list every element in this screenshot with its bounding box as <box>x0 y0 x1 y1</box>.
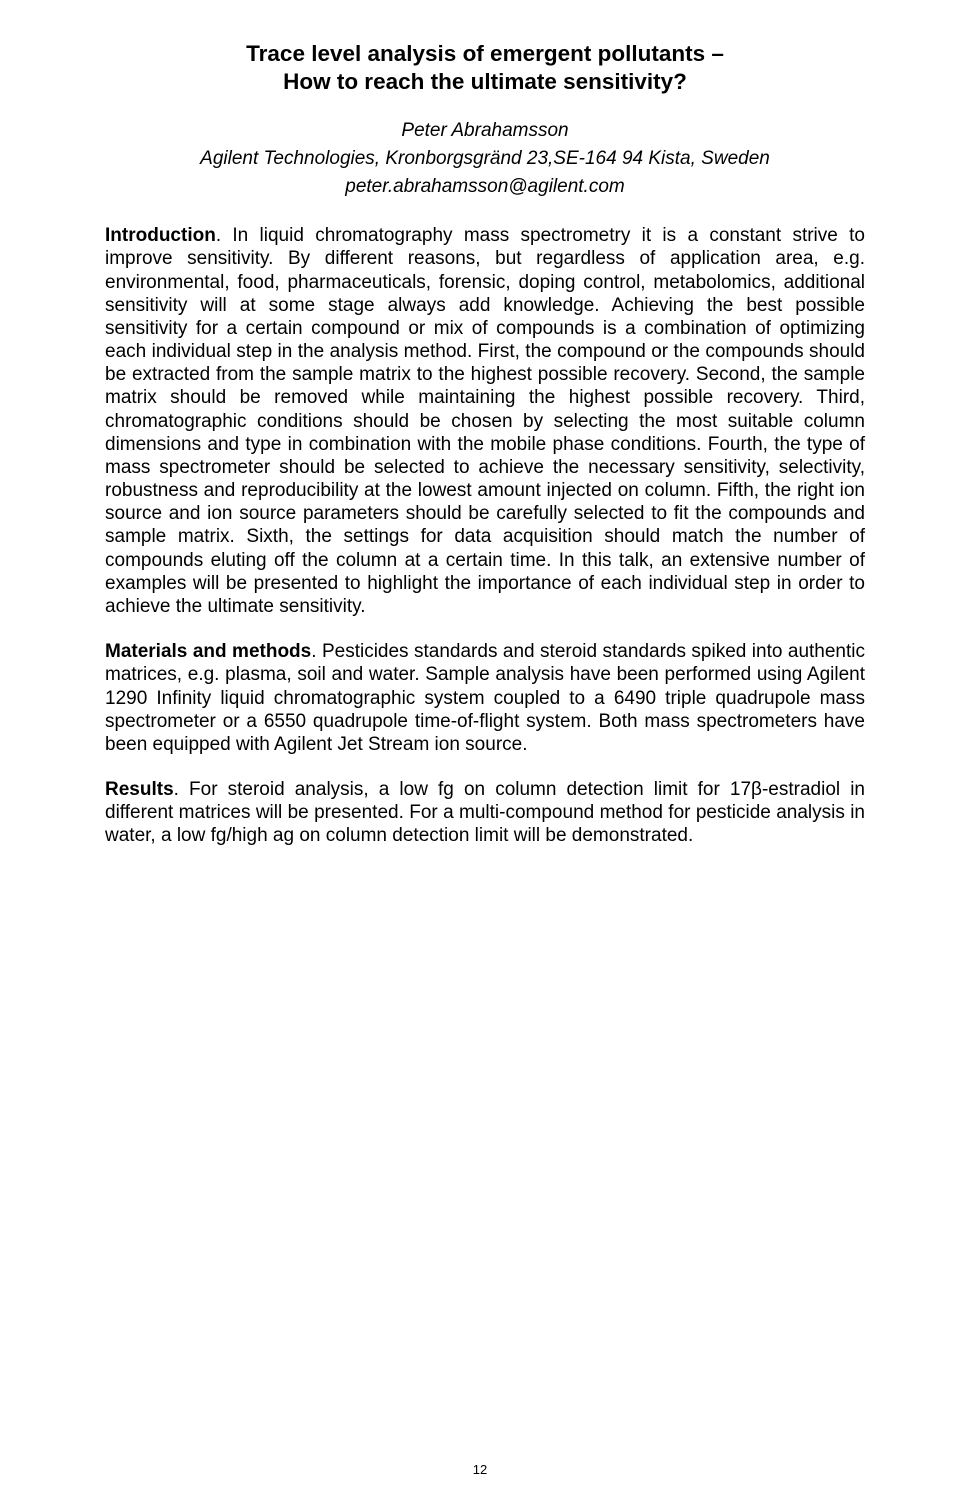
page-container: Trace level analysis of emergent polluta… <box>0 0 960 910</box>
materials-methods-paragraph: Materials and methods. Pesticides standa… <box>105 640 865 756</box>
introduction-heading: Introduction <box>105 225 216 246</box>
introduction-text: . In liquid chromatography mass spectrom… <box>105 225 865 617</box>
results-paragraph: Results. For steroid analysis, a low fg … <box>105 778 865 848</box>
results-heading: Results <box>105 779 174 800</box>
title-line-1: Trace level analysis of emergent polluta… <box>246 41 724 66</box>
introduction-paragraph: Introduction. In liquid chromatography m… <box>105 224 865 618</box>
author-name: Peter Abrahamsson <box>105 120 865 142</box>
page-number: 12 <box>0 1462 960 1477</box>
author-email: peter.abrahamsson@agilent.com <box>105 176 865 198</box>
title-line-2: How to reach the ultimate sensitivity? <box>283 69 687 94</box>
materials-methods-heading: Materials and methods <box>105 641 311 662</box>
author-affiliation: Agilent Technologies, Kronborgsgränd 23,… <box>105 148 865 170</box>
results-text: . For steroid analysis, a low fg on colu… <box>105 779 865 846</box>
document-title: Trace level analysis of emergent polluta… <box>105 40 865 96</box>
